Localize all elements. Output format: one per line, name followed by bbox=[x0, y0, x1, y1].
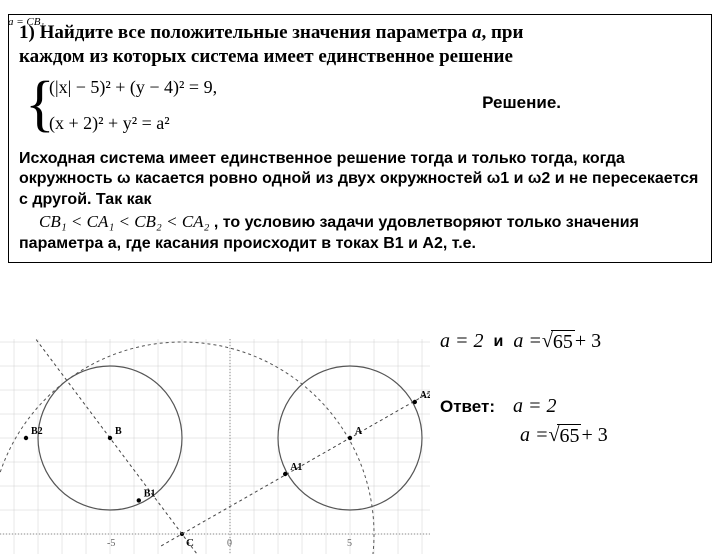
radical-arg-2: 65 bbox=[557, 424, 581, 447]
svg-text:B1: B1 bbox=[144, 488, 156, 499]
ans-and: и bbox=[494, 333, 504, 351]
title-param: a bbox=[472, 22, 482, 43]
final-a2-sqrt: √ 65 bbox=[549, 424, 582, 447]
equation-system: { (|x| − 5)² + (y − 4)² = 9, (x + 2)² + … bbox=[19, 75, 701, 145]
svg-text:A1: A1 bbox=[290, 462, 302, 473]
ans-a2-sqrt: √ 65 bbox=[542, 330, 575, 353]
svg-text:C: C bbox=[186, 537, 194, 549]
final-a1: a = 2 bbox=[513, 395, 557, 418]
answer-line-1: a = 2 и a = √ 65 + 3 bbox=[440, 330, 670, 353]
final-a2-tail: + 3 bbox=[581, 424, 607, 447]
equation-2: (x + 2)² + y² = a² bbox=[49, 113, 170, 134]
answer-label: Ответ: bbox=[440, 397, 495, 417]
ans-a1: a = 2 bbox=[440, 330, 484, 353]
radical-arg: 65 bbox=[551, 330, 575, 353]
svg-text:B2: B2 bbox=[31, 426, 43, 437]
title-post: , при bbox=[481, 22, 523, 43]
answer-line-3: a = √ 65 + 3 bbox=[520, 424, 670, 447]
answer-label-row: Ответ: a = 2 bbox=[440, 395, 670, 418]
inequality: CB₁ < CA₁ < CB₂ < CA₂ bbox=[39, 212, 209, 231]
svg-text:B: B bbox=[115, 426, 122, 437]
final-a2-lhs: a = bbox=[520, 424, 549, 447]
title-line2: каждом из которых система имеет единстве… bbox=[19, 46, 513, 67]
problem-box: 1) Найдите все положительные значения па… bbox=[8, 14, 712, 263]
graph-figure: -505CB1B2A1A2AB bbox=[0, 339, 430, 554]
ans-a2-tail: + 3 bbox=[575, 330, 601, 353]
answers-block: a = 2 и a = √ 65 + 3 Ответ: a = 2 a = √ … bbox=[440, 324, 670, 453]
para-1: Исходная система имеет единственное реше… bbox=[19, 150, 698, 209]
top-note: a = CB₁ bbox=[8, 16, 44, 28]
title-pre: 1) Найдите все положительные значения па… bbox=[19, 22, 472, 43]
equation-1: (|x| − 5)² + (y − 4)² = 9, bbox=[49, 77, 217, 98]
svg-text:A: A bbox=[355, 426, 363, 437]
svg-text:A2: A2 bbox=[420, 390, 430, 401]
solution-text: Исходная система имеет единственное реше… bbox=[19, 149, 701, 255]
ans-a2-lhs: a = bbox=[513, 330, 542, 353]
problem-title: 1) Найдите все положительные значения па… bbox=[19, 21, 701, 69]
solution-label: Решение. bbox=[482, 93, 561, 113]
